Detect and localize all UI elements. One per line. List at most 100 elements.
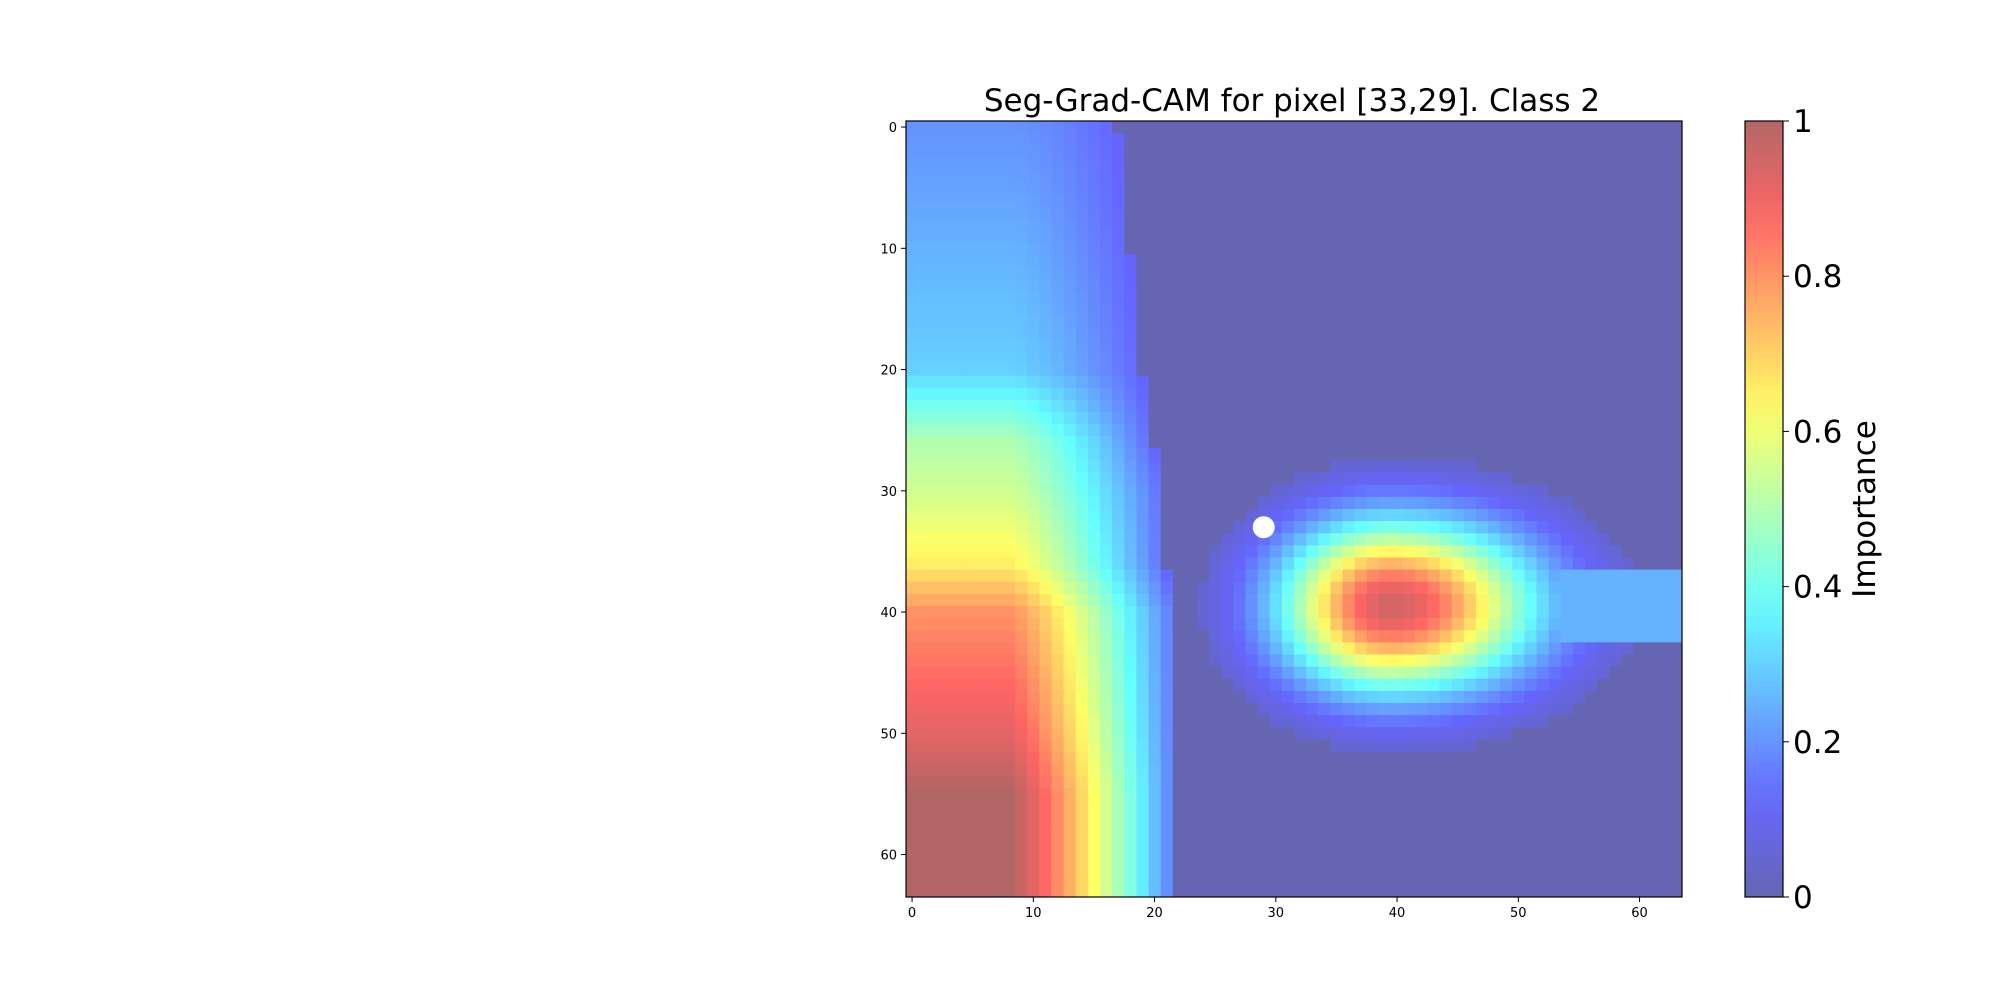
heatmap-cell <box>1342 133 1356 146</box>
heatmap-cell <box>1233 763 1246 777</box>
heatmap-cell <box>1548 496 1562 510</box>
heatmap-cell <box>930 169 943 183</box>
heatmap-cell <box>1269 630 1283 643</box>
heatmap-cell <box>1657 593 1671 607</box>
heatmap-cell <box>1245 678 1259 692</box>
heatmap-cell <box>1294 812 1307 825</box>
heatmap-cell <box>1500 412 1513 425</box>
heatmap-cell <box>1281 581 1295 595</box>
heatmap-cell <box>1488 133 1501 146</box>
heatmap-cell <box>1378 339 1392 352</box>
heatmap-cell <box>1645 424 1659 437</box>
heatmap-cell <box>1160 581 1174 595</box>
heatmap-cell <box>1269 884 1283 898</box>
heatmap-cell <box>1488 848 1501 862</box>
heatmap-cell <box>1512 278 1525 292</box>
heatmap-cell <box>1669 302 1683 316</box>
heatmap-cell <box>1391 593 1404 607</box>
heatmap-cell <box>1257 557 1271 571</box>
heatmap-cell <box>1257 484 1271 498</box>
heatmap-cell <box>1039 581 1052 595</box>
heatmap-cell <box>1439 193 1453 207</box>
heatmap-cell <box>1003 860 1016 874</box>
heatmap-cell <box>1633 654 1647 668</box>
heatmap-cell <box>1148 884 1162 898</box>
heatmap-cell <box>1391 884 1404 898</box>
heatmap-cell <box>1548 230 1562 243</box>
heatmap-cell <box>1027 557 1040 571</box>
heatmap-cell <box>1087 133 1101 146</box>
heatmap-cell <box>1560 775 1574 789</box>
heatmap-cell <box>918 436 931 449</box>
heatmap-cell <box>978 169 992 183</box>
heatmap-cell <box>1245 690 1259 704</box>
heatmap-cell <box>1209 533 1222 546</box>
heatmap-cell <box>1197 315 1210 328</box>
heatmap-cell <box>906 254 919 267</box>
heatmap-cell <box>1451 351 1465 364</box>
heatmap-cell <box>978 399 992 413</box>
heatmap-cell <box>1269 484 1283 498</box>
heatmap-cell <box>1366 690 1380 704</box>
heatmap-cell <box>1633 836 1647 849</box>
heatmap-cell <box>1439 375 1453 389</box>
heatmap-cell <box>1378 496 1392 510</box>
heatmap-cell <box>1500 703 1513 716</box>
heatmap-cell <box>1112 642 1125 655</box>
heatmap-cell <box>1209 399 1222 413</box>
heatmap-cell <box>1500 484 1513 498</box>
heatmap-cell <box>1051 412 1065 425</box>
heatmap-cell <box>954 884 968 898</box>
heatmap-cell <box>1560 302 1574 316</box>
heatmap-cell <box>1330 751 1343 765</box>
heatmap-cell <box>990 678 1004 692</box>
heatmap-cell <box>966 254 980 267</box>
heatmap-cell <box>942 169 955 183</box>
heatmap-cell <box>1536 775 1550 789</box>
heatmap-cell <box>1112 460 1125 474</box>
heatmap-cell <box>1609 181 1622 195</box>
heatmap-cell <box>1100 727 1113 740</box>
heatmap-cell <box>1039 327 1052 340</box>
heatmap-cell <box>906 678 919 692</box>
heatmap-cell <box>1536 121 1550 134</box>
heatmap-cell <box>1403 424 1416 437</box>
heatmap-cell <box>1172 460 1186 474</box>
heatmap-cell <box>1269 763 1283 777</box>
heatmap-cell <box>1281 860 1295 874</box>
heatmap-cell <box>1585 521 1598 534</box>
heatmap-cell <box>1597 436 1610 449</box>
heatmap-cell <box>1039 800 1052 813</box>
heatmap-cell <box>1391 145 1404 158</box>
heatmap-cell <box>1294 800 1307 813</box>
heatmap-cell <box>1269 860 1283 874</box>
heatmap-cell <box>1100 557 1113 571</box>
heatmap-cell <box>1536 133 1550 146</box>
heatmap-cell <box>1318 302 1331 316</box>
heatmap-cell <box>1318 751 1331 765</box>
heatmap-cell <box>1536 290 1550 304</box>
heatmap-cell <box>1512 169 1525 183</box>
heatmap-cell <box>1075 812 1089 825</box>
heatmap-cell <box>1366 775 1380 789</box>
heatmap-cell <box>1124 472 1137 486</box>
heatmap-cell <box>1475 727 1489 740</box>
heatmap-cell <box>1512 775 1525 789</box>
heatmap-cell <box>1488 399 1501 413</box>
heatmap-cell <box>966 375 980 389</box>
heatmap-cell <box>1560 424 1574 437</box>
heatmap-cell <box>1475 569 1489 583</box>
heatmap-cell <box>1354 448 1368 461</box>
heatmap-cell <box>1403 315 1416 328</box>
colorbar <box>1745 121 1783 897</box>
heatmap-cell <box>1500 557 1513 571</box>
heatmap-cell <box>1330 387 1343 401</box>
heatmap-cell <box>1572 654 1586 668</box>
heatmap-cell <box>1233 884 1246 898</box>
heatmap-cell <box>1233 751 1246 765</box>
x-tick-label: 40 <box>1389 906 1406 921</box>
heatmap-cell <box>1512 654 1525 668</box>
heatmap-cell <box>1657 533 1671 546</box>
heatmap-cell <box>1500 230 1513 243</box>
heatmap-cell <box>1063 787 1077 801</box>
